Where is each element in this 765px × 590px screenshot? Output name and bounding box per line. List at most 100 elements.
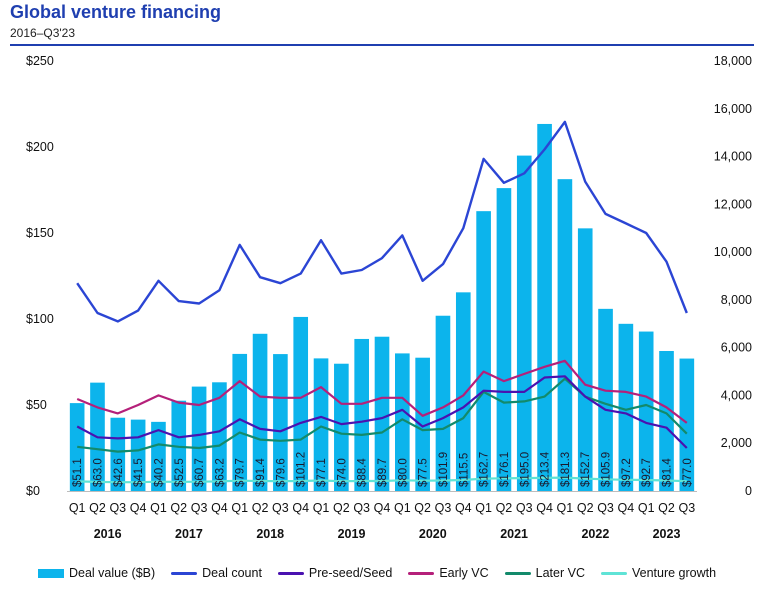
bar-value-label: $60.7 (194, 458, 206, 487)
x-tick-label: Q4 (292, 501, 309, 515)
x-tick-label: Q4 (618, 501, 635, 515)
deal-value-bar (435, 315, 451, 491)
x-tick-label: Q4 (536, 501, 553, 515)
bar-value-label: $80.0 (397, 458, 409, 487)
legend-swatch-deal-count (171, 571, 198, 575)
bar-value-label: $77.5 (418, 458, 430, 487)
year-label: 2023 (653, 527, 681, 541)
legend-label-early-vc: Early VC (439, 566, 489, 580)
legend-swatch-later-vc (504, 571, 531, 575)
deal-value-bar (638, 331, 654, 491)
deal-count-line (76, 120, 688, 323)
bar-value-label: $91.4 (255, 458, 267, 487)
legend-label-later-vc: Later VC (535, 566, 585, 580)
x-tick-label: Q1 (69, 501, 86, 515)
x-tick-label: Q1 (231, 501, 248, 515)
deal-value-bar (537, 123, 552, 492)
y-left-tick-label: $250 (26, 54, 54, 68)
bar-value-label: $162.7 (479, 452, 491, 487)
deal-value-bar (212, 382, 227, 491)
bar-value-label: $195.0 (519, 452, 531, 487)
x-tick-label: Q3 (353, 501, 370, 515)
legend-item-venture-growth: Venture growth (600, 566, 717, 580)
bar-value-label: $89.7 (377, 458, 389, 487)
y-right-tick-label: 4,000 (721, 388, 752, 402)
y-left-tick-label: $0 (26, 484, 40, 498)
legend-swatch-venture-growth (600, 571, 627, 575)
legend-item-deal-value: Deal value ($B) (38, 566, 155, 580)
deal-value-bar (659, 350, 674, 491)
legend-item-early-vc: Early VC (408, 566, 489, 580)
x-tick-label: Q2 (252, 501, 269, 515)
y-right-tick-label: 12,000 (714, 197, 752, 211)
y-left-tick-label: $150 (26, 226, 54, 240)
deal-value-bar (354, 338, 369, 491)
bar-value-label: $77.1 (316, 458, 328, 487)
bar-value-label: $88.4 (357, 458, 369, 487)
deal-value-bar (151, 421, 166, 491)
deal-value-bar (191, 386, 207, 491)
legend-item-deal-count: Deal count (171, 566, 262, 580)
page-title: Global venture financing (10, 2, 222, 22)
year-label: 2018 (256, 527, 284, 541)
x-tick-label: Q4 (455, 501, 472, 515)
bar-value-label: $51.1 (72, 458, 84, 487)
legend-item-later-vc: Later VC (504, 566, 585, 580)
early-vc-line (76, 359, 688, 424)
x-tick-label: Q3 (191, 501, 208, 515)
legend-swatch-early-vc (408, 571, 435, 575)
deal-value-bar (69, 403, 85, 491)
y-right-tick-label: 16,000 (714, 102, 752, 116)
legend-label-deal-count: Deal count (202, 566, 262, 580)
deal-value-bar (496, 188, 512, 491)
x-tick-label: Q2 (658, 501, 675, 515)
legend-label-pre-seed: Pre-seed/Seed (308, 566, 393, 580)
x-tick-label: Q4 (130, 501, 147, 515)
deal-value-bar (598, 308, 613, 491)
y-right-tick-label: 8,000 (721, 293, 752, 307)
bar-value-label: $101.2 (296, 452, 308, 487)
deal-value-bar (455, 292, 471, 491)
x-tick-label: Q1 (313, 501, 330, 515)
year-label: 2019 (338, 527, 366, 541)
x-tick-label: Q3 (516, 501, 533, 515)
bar-value-label: $105.9 (601, 452, 613, 487)
y-right-tick-label: 10,000 (714, 245, 752, 259)
legend-swatch-deal-value (38, 568, 64, 578)
x-tick-label: Q3 (435, 501, 452, 515)
y-left-tick-label: $100 (26, 312, 54, 326)
x-tick-label: Q2 (414, 501, 431, 515)
pre-seed-seed-line (76, 375, 688, 449)
deal-value-bar (618, 323, 634, 491)
deal-value-bar (374, 336, 390, 491)
deal-value-bar (679, 358, 695, 491)
bar-value-label: $81.4 (662, 458, 674, 487)
deal-value-bar (395, 353, 410, 491)
title-divider (10, 44, 754, 46)
deal-value-bar (476, 211, 491, 491)
bar-value-label: $41.5 (133, 458, 145, 487)
bar-value-label: $79.6 (275, 458, 287, 487)
legend-label-deal-value: Deal value ($B) (69, 566, 156, 580)
deal-value-bar (516, 155, 532, 491)
y-left-tick-label: $200 (26, 140, 54, 154)
bar-value-label: $101.9 (438, 452, 450, 487)
bar-value-label: $92.7 (641, 458, 653, 487)
year-label: 2021 (500, 527, 528, 541)
deal-value-bar (273, 354, 288, 491)
legend-label-venture-growth: Venture growth (631, 566, 717, 580)
legend-swatch-pre-seed (277, 571, 304, 575)
bar-value-label: $40.2 (153, 458, 165, 487)
page-subtitle: 2016–Q3'23 (10, 26, 76, 40)
y-right-tick-label: 14,000 (714, 150, 752, 164)
bar-value-label: $63.2 (214, 458, 226, 487)
x-tick-label: Q1 (394, 501, 411, 515)
year-label: 2016 (94, 527, 122, 541)
x-tick-label: Q4 (211, 501, 228, 515)
x-tick-label: Q3 (109, 501, 126, 515)
deal-value-bar (293, 316, 309, 491)
deal-value-bar (577, 228, 593, 491)
x-tick-label: Q2 (170, 501, 187, 515)
bar-value-label: $181.3 (560, 452, 572, 487)
